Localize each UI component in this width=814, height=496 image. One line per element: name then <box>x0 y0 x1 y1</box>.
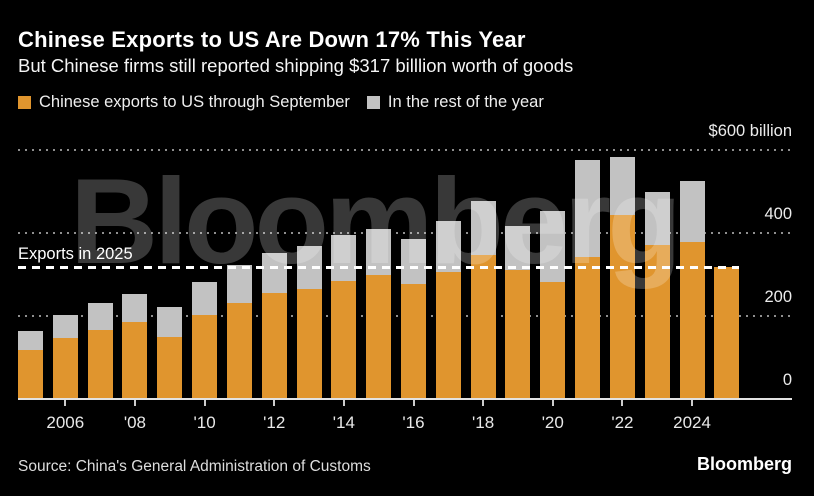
bar-2006-through-september <box>52 338 78 399</box>
bar-2014-through-september <box>331 281 357 399</box>
x-tick-2014 <box>342 400 345 406</box>
legend-item-rest-of-year: In the rest of the year <box>366 93 544 112</box>
bloomberg-logo: Bloomberg <box>696 454 792 474</box>
reference-line <box>18 265 740 269</box>
x-axis-label-2012: '12 <box>263 413 286 432</box>
reference-line-label: Exports in 2025 <box>18 245 133 263</box>
x-axis-label-2016: '16 <box>402 413 425 432</box>
gridline-400 <box>18 232 792 234</box>
bar-2012-rest-of-year <box>261 252 287 294</box>
plot-area: 2006 '08 '10 '12 '14 '16 '18 '20 '22 2024 <box>17 149 792 432</box>
chart-subtitle: But Chinese firms still reported shippin… <box>18 55 574 76</box>
bar-2023-rest-of-year <box>644 191 670 246</box>
x-tick-2022 <box>621 400 624 406</box>
x-axis-label-2024: 2024 <box>673 413 711 432</box>
legend-label-rest-of-year: In the rest of the year <box>387 93 544 111</box>
bar-2025-through-september <box>714 267 740 399</box>
x-tick-2008 <box>133 400 136 406</box>
bar-2008-through-september <box>122 321 148 399</box>
x-axis-label-2020: '20 <box>541 413 564 432</box>
bar-2015-through-september <box>366 274 392 399</box>
bar-2019-through-september <box>505 270 531 399</box>
bar-2019-rest-of-year <box>505 225 531 271</box>
bar-2022-rest-of-year <box>609 157 635 216</box>
bar-2016-through-september <box>401 283 426 399</box>
x-tick-2010 <box>203 400 206 406</box>
bar-2017-rest-of-year <box>435 220 461 273</box>
x-axis-label-2010: '10 <box>193 413 216 432</box>
bar-2011-rest-of-year <box>226 264 252 303</box>
x-axis-label-2018: '18 <box>472 413 495 432</box>
bar-2014-rest-of-year <box>331 234 357 282</box>
x-tick-2012 <box>273 400 276 406</box>
source-text: Source: China's General Administration o… <box>18 458 371 475</box>
bar-2017-through-september <box>435 272 461 399</box>
x-tick-2024 <box>691 400 694 406</box>
y-axis-label-400: 400 <box>764 205 792 223</box>
bar-2010-rest-of-year <box>192 281 218 315</box>
x-axis-label-2008: '08 <box>123 413 147 432</box>
bar-2007-rest-of-year <box>87 302 113 331</box>
bar-2007-through-september <box>87 330 113 399</box>
bar-2018-through-september <box>470 255 496 399</box>
legend: Chinese exports to US through September … <box>18 93 544 112</box>
x-axis-label-2006: 2006 <box>46 413 85 432</box>
bar-2005-rest-of-year <box>17 331 43 351</box>
bar-2018-rest-of-year <box>470 200 496 256</box>
y-axis-label-200: 200 <box>764 288 792 306</box>
x-tick-2018 <box>482 400 485 406</box>
gridline-600 <box>18 149 792 151</box>
bar-2010-through-september <box>192 314 218 399</box>
bar-2023-through-september <box>644 245 670 399</box>
bar-2020-rest-of-year <box>540 211 566 282</box>
bar-2013-through-september <box>296 289 322 399</box>
legend-swatch-gray-icon <box>366 96 380 109</box>
chart-title: Chinese Exports to US Are Down 17% This … <box>18 27 526 52</box>
x-tick-2020 <box>551 400 554 406</box>
bar-2022-through-september <box>609 215 635 399</box>
x-axis-label-2022: '22 <box>611 413 634 432</box>
bar-2008-rest-of-year <box>122 294 148 322</box>
bar-2006-rest-of-year <box>52 314 78 339</box>
x-tick-2016 <box>412 400 415 406</box>
y-axis-label-600: $600 billion <box>708 122 792 140</box>
legend-label-through-september: Chinese exports to US through September <box>39 93 350 111</box>
bar-2024-rest-of-year <box>679 181 705 243</box>
y-axis-label-0: 0 <box>782 371 792 389</box>
bar-2011-through-september <box>226 302 252 399</box>
bar-2021-rest-of-year <box>575 159 601 257</box>
x-axis-label-2014: '14 <box>332 413 355 432</box>
bar-2012-through-september <box>261 293 287 399</box>
bar-2009-through-september <box>157 336 183 399</box>
bar-2009-rest-of-year <box>157 307 183 337</box>
legend-item-through-september: Chinese exports to US through September <box>18 93 350 112</box>
bar-2005-through-september <box>17 350 43 399</box>
bar-2020-through-september <box>540 281 566 399</box>
x-tick-2006 <box>64 400 67 406</box>
x-axis-line <box>18 398 792 400</box>
legend-swatch-orange-icon <box>18 96 31 109</box>
bar-2021-through-september <box>575 256 601 399</box>
bar-2016-rest-of-year <box>401 239 426 284</box>
